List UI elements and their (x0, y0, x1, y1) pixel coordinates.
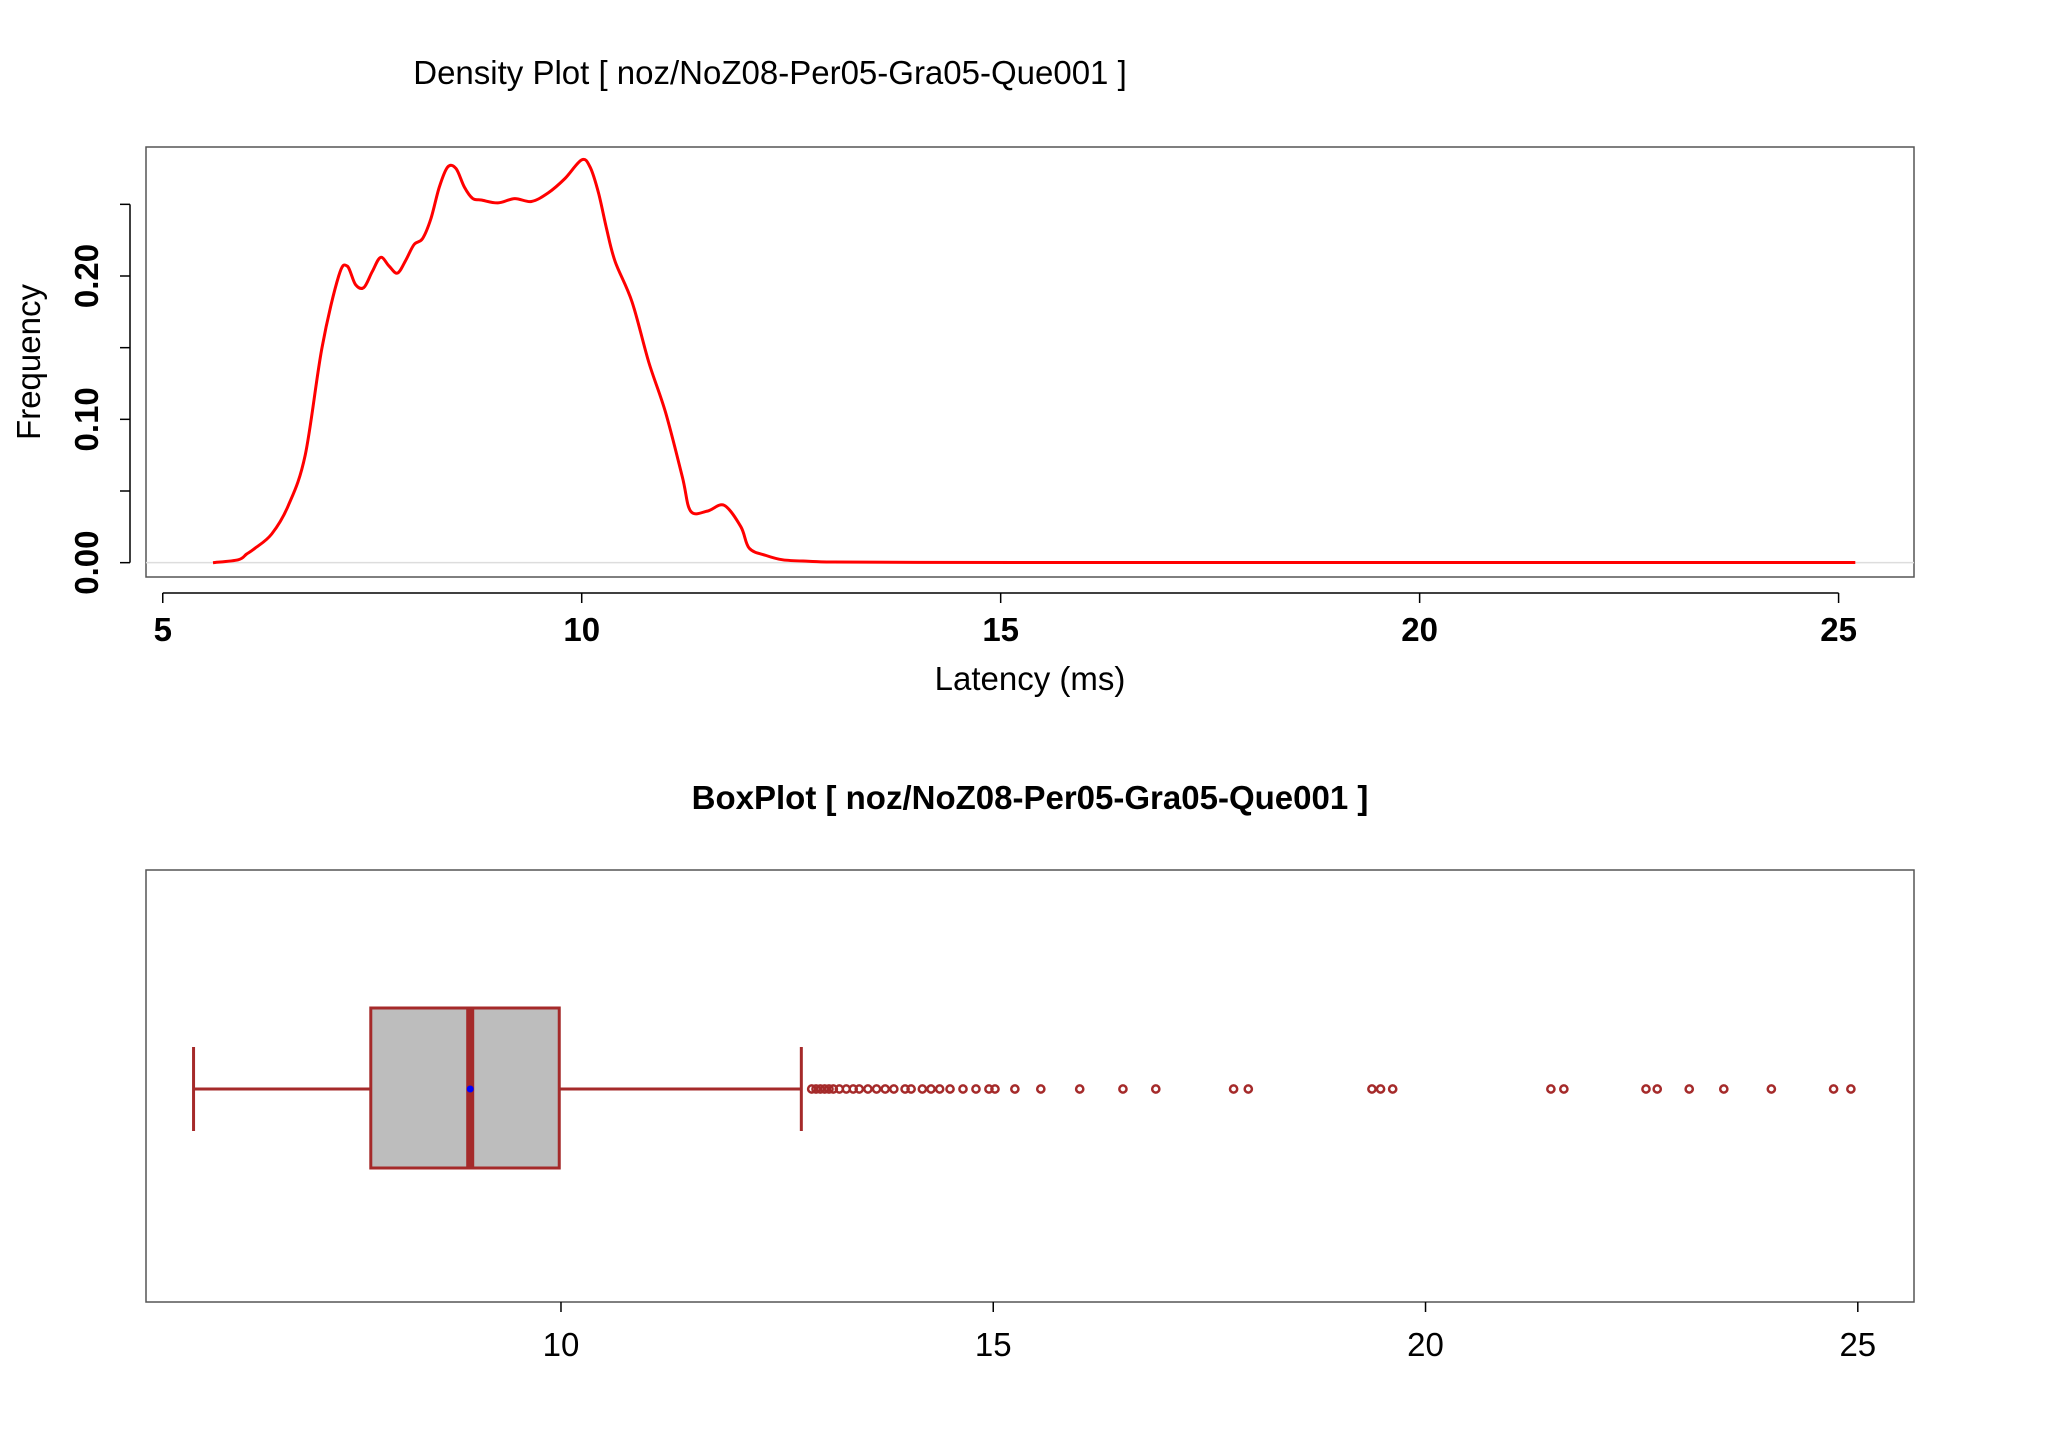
box-outlier-point (1228, 1084, 1239, 1094)
box-x-axis: 10 15 20 25 (543, 1302, 1876, 1363)
box-outlier-point (806, 1084, 817, 1094)
box-mean-point (466, 1085, 474, 1093)
box-outlier-point (1375, 1084, 1386, 1094)
box-outlier-point (1546, 1084, 1556, 1094)
density-x-tick-label: 25 (1820, 611, 1857, 648)
density-y-axis: 0.00 0.10 0.20 (68, 203, 131, 595)
density-y-tick-label: 0.20 (68, 244, 105, 308)
density-x-tick-label: 5 (154, 611, 172, 648)
box-plot-frame (145, 869, 1915, 1303)
box-outlier-point (1652, 1084, 1663, 1094)
box-outlier-point (1118, 1084, 1128, 1094)
box-x-tick-label: 15 (975, 1326, 1012, 1363)
density-y-tick-label: 0.00 (68, 531, 105, 595)
box-outlier-point (945, 1084, 955, 1094)
box-outlier-point (1150, 1084, 1161, 1094)
box-outlier-point (1010, 1084, 1020, 1094)
box-outlier-point (958, 1084, 968, 1094)
box-outlier-point (871, 1084, 882, 1094)
density-plot-title: Density Plot [ noz/NoZ08-Per05-Gra05-Que… (413, 54, 1127, 91)
density-x-tick-label: 10 (563, 611, 600, 648)
box-iqr (369, 1006, 561, 1170)
box-outlier-point (1641, 1084, 1651, 1094)
box-outlier-point (1035, 1084, 1046, 1094)
box-outlier-point (854, 1084, 865, 1094)
box-outlier-point (1243, 1084, 1254, 1094)
box-outlier-point (880, 1084, 891, 1094)
density-y-tick-label: 0.10 (68, 387, 105, 451)
box-outlier-point (1367, 1084, 1377, 1094)
box-outlier-point (1559, 1084, 1569, 1094)
density-x-axis-label: Latency (ms) (935, 660, 1126, 697)
box-x-tick-label: 20 (1407, 1326, 1444, 1363)
box-outlier-point (926, 1084, 936, 1094)
box-outlier-point (824, 1084, 834, 1094)
box-outlier-point (971, 1084, 981, 1094)
box-marks (192, 1006, 1856, 1170)
box-plot: BoxPlot [ noz/NoZ08-Per05-Gra05-Que001 ]… (145, 779, 1915, 1363)
box-outlier-point (906, 1084, 916, 1094)
box-outlier-point (1718, 1084, 1729, 1094)
density-plot-frame (145, 146, 1915, 578)
density-plot: Density Plot [ noz/NoZ08-Per05-Gra05-Que… (10, 54, 1915, 697)
density-y-axis-label: Frequency (10, 284, 47, 440)
box-x-tick-label: 25 (1839, 1326, 1876, 1363)
box-outlier-point (1766, 1084, 1777, 1094)
box-plot-title: BoxPlot [ noz/NoZ08-Per05-Gra05-Que001 ] (692, 779, 1369, 816)
box-outlier-point (1074, 1084, 1085, 1094)
box-outlier-point (1684, 1084, 1695, 1094)
box-outlier-point (917, 1084, 928, 1094)
density-x-axis: 5 10 15 20 25 (154, 592, 1857, 648)
density-x-tick-label: 15 (982, 611, 1019, 648)
box-outlier-point (811, 1084, 821, 1094)
box-outlier-point (990, 1084, 1000, 1094)
box-outlier-point (863, 1084, 873, 1094)
box-outlier-point (1828, 1084, 1839, 1094)
box-outlier-point (888, 1084, 899, 1094)
box-x-tick-label: 10 (543, 1326, 580, 1363)
density-series-line (212, 157, 1856, 565)
box-outlier-point (815, 1084, 826, 1094)
box-outlier-point (934, 1084, 945, 1094)
box-outlier-point (819, 1084, 830, 1094)
box-outlier-point (1846, 1084, 1856, 1094)
density-x-tick-label: 20 (1401, 611, 1438, 648)
box-outlier-point (1387, 1084, 1398, 1094)
